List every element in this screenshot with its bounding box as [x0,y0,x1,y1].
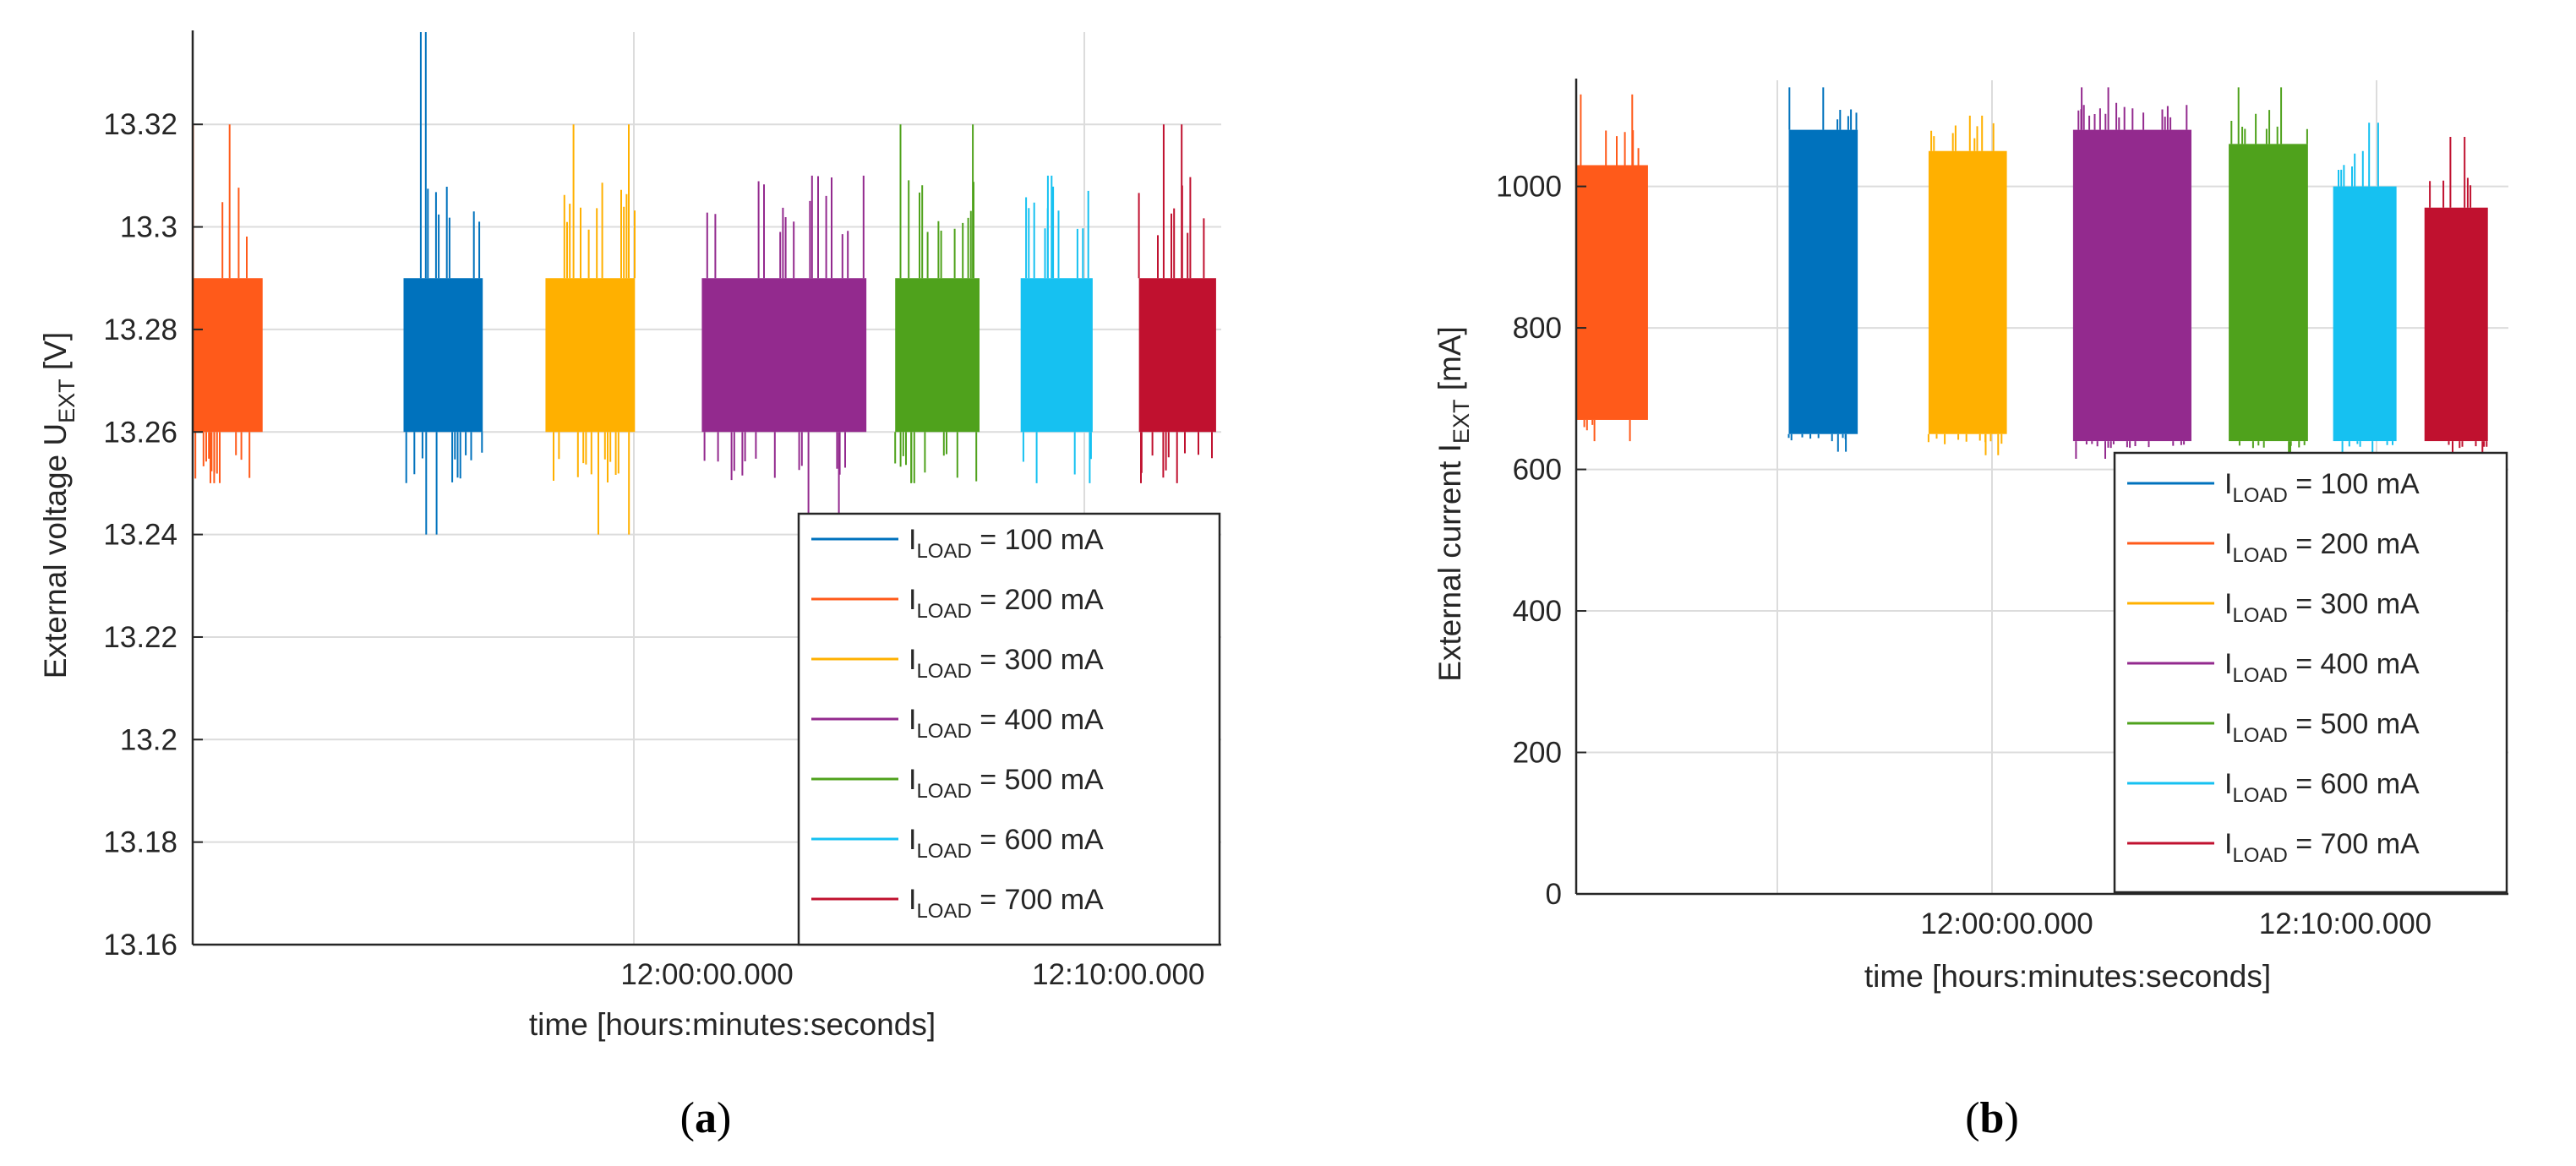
y-axis-label: External current IEXT [mA] [1433,326,1474,682]
legend-entry-label: ILOAD = 300 mA [2224,588,2420,627]
panel-caption: (b) [1965,1094,2019,1142]
series-200ma [192,124,263,483]
legend-entry-label: ILOAD = 200 mA [2224,528,2420,567]
series-spikes [1138,124,1213,483]
series-spikes [2075,87,2188,459]
y-tick-label: 13.32 [103,108,177,141]
series-300ma [545,124,636,535]
series-spikes [703,175,865,535]
series-100ma [1787,87,1858,452]
series-spikes [894,124,978,483]
y-tick-label: 13.2 [120,723,177,756]
panel-a: 13.16 13.18 13.2 13.22 13.24 13.26 13.28 13.3 13… [38,30,1221,1142]
x-axis-label: time [hours:minutes:seconds] [1864,959,2271,994]
series-band [1576,165,1648,420]
series-band [2333,186,2397,442]
y-tick-label: 13.18 [103,826,177,859]
legend-entry-label: ILOAD = 500 mA [2224,708,2420,747]
series-band [2424,207,2488,442]
legend: ILOAD = 100 mA ILOAD = 200 mA ILOAD = 300 … [797,512,1221,946]
series-band [701,278,867,433]
series-spikes [405,32,483,535]
panel-b: 0 200 400 600 800 1000 12:00:00.000 12:10:00.00… [1433,79,2508,1142]
y-tick-label: 800 [1513,312,1562,345]
series-700ma [2424,137,2488,459]
legend-entry-label: ILOAD = 400 mA [2224,648,2420,687]
legend-entry-label: ILOAD = 700 mA [909,884,1104,923]
series-600ma [1020,175,1093,483]
legend-box [2113,451,2508,894]
y-tick-label: 400 [1513,595,1562,628]
series-band [1788,129,1858,434]
legend-entry-label: ILOAD = 700 mA [2224,828,2420,867]
series-spikes [1787,87,1858,452]
series-band [2229,144,2308,442]
series-spikes [553,124,636,535]
series-200ma [1575,94,1648,442]
series-band [1020,278,1093,433]
y-tick-label: 13.26 [103,416,177,449]
legend-entry-label: ILOAD = 100 mA [2224,468,2420,507]
series-spikes [2230,87,2308,459]
y-tick-label: 13.24 [103,519,177,552]
y-tick-label: 13.22 [103,621,177,654]
y-tick-label: 13.16 [103,929,177,962]
y-tick-label: 0 [1546,878,1562,911]
series-band [1138,278,1216,433]
series-band [2072,129,2191,442]
series-500ma [2229,87,2308,459]
series-400ma [2072,87,2191,459]
y-tick-label: 200 [1513,737,1562,770]
series-spikes [2338,123,2393,459]
series-400ma [701,175,867,535]
legend-entry-label: ILOAD = 400 mA [909,704,1104,743]
series-band [895,278,980,433]
series-spikes [192,124,251,483]
series-band [1928,150,2007,434]
series-spikes [1927,115,2003,455]
series-spikes [1022,175,1092,483]
series-100ma [403,32,483,535]
series-band [545,278,636,433]
legend-box [797,512,1221,946]
x-axis-label: time [hours:minutes:seconds] [529,1007,936,1042]
y-tick-label: 1000 [1496,171,1562,204]
series-300ma [1927,115,2007,455]
panel-caption: (a) [680,1094,732,1142]
series-600ma [2333,123,2397,459]
y-tick-label: 13.3 [120,211,177,244]
series-band [403,278,483,433]
y-tick-label: 600 [1513,454,1562,487]
legend-entry-label: ILOAD = 600 mA [2224,768,2420,807]
legend: ILOAD = 100 mA ILOAD = 200 mA ILOAD = 300 … [2113,451,2508,894]
y-tick-label: 13.28 [103,313,177,346]
series-700ma [1138,124,1216,483]
legend-entry-label: ILOAD = 500 mA [909,764,1104,803]
legend-entry-label: ILOAD = 300 mA [909,644,1104,683]
legend-entry-label: ILOAD = 200 mA [909,584,1104,623]
legend-entry-label: ILOAD = 100 mA [909,524,1104,563]
series-500ma [894,124,980,483]
legend-entry-label: ILOAD = 600 mA [909,824,1104,863]
x-tick-label: 12:00:00.000 [1920,907,2093,940]
y-axis-label: External voltage UEXT [V] [38,332,79,678]
x-tick-label: 12:00:00.000 [620,958,793,991]
x-tick-label: 12:10:00.000 [2259,907,2431,940]
series-spikes [2429,137,2488,459]
series-band [193,278,263,433]
x-tick-label: 12:10:00.000 [1032,958,1204,991]
